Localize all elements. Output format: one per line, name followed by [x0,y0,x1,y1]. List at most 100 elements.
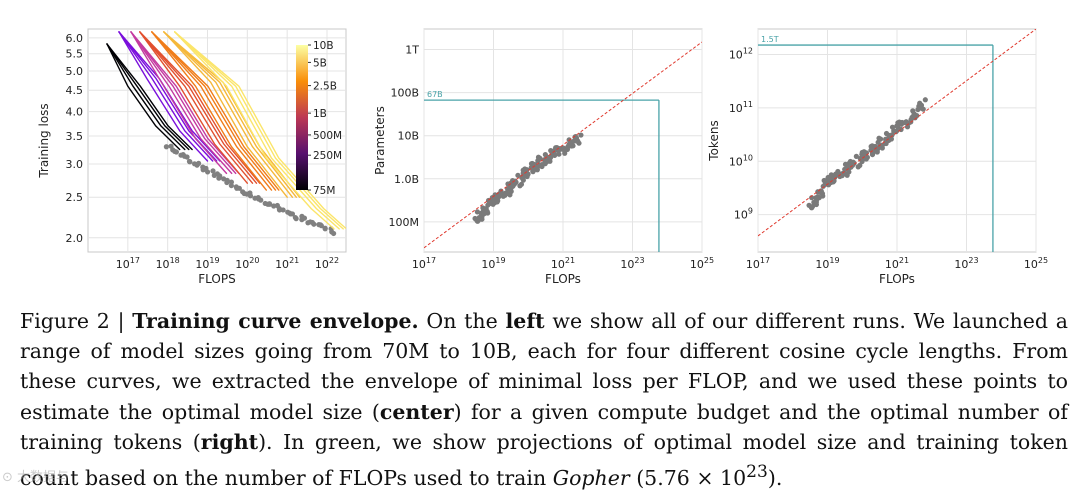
caption-exponent: 23 [746,462,768,483]
right-y-tick-label: 1012 [729,46,753,61]
left-colorbar-label: 2.5B [313,81,337,93]
center-data-point [520,177,526,183]
right-x-tick-label: 1025 [1024,256,1048,271]
center-data-point [570,143,576,149]
left-envelope-point [187,159,193,165]
left-colorbar [296,45,308,190]
right-data-point [889,132,895,138]
center-y-tick-label: 100M [389,216,420,229]
left-y-tick-label: 4.5 [66,84,84,97]
left-y-tick-label: 6.0 [66,32,84,45]
left-y-tick-label: 5.0 [66,65,84,78]
center-marks [424,41,702,252]
left-y-tick-label: 2.0 [66,232,84,245]
right-x-axis-label: FLOPs [879,272,915,286]
center-x-tick-label: 1025 [690,256,714,271]
right-data-point [894,128,900,134]
center-data-point [548,148,554,154]
left-envelope-point [236,185,242,191]
right-data-point [811,199,817,205]
left-envelope-point [216,175,222,181]
left-x-axis-label: FLOPS [198,272,235,286]
center-y-axis-label: Parameters [373,106,387,175]
left-x-tick-label: 1022 [315,256,339,271]
right-data-point [833,172,839,178]
left-envelope-point [228,182,234,189]
center-y-tick-label: 10B [397,130,419,143]
right-x-tick-label: 1023 [954,256,978,271]
left-colorbar-label: 5B [313,57,327,69]
right-data-point [846,169,852,175]
right-data-point [915,106,921,113]
parameters-panel: 1017 1019 1021 1023 1025 100M 1.0B 10B 100B 1T FLO… [373,28,714,286]
left-run-line [118,31,214,162]
right-y-tick-label: 1011 [729,100,753,115]
center-data-point [524,167,530,173]
caption-right: right [200,429,259,454]
center-data-point [578,132,584,138]
left-run-line [106,43,181,151]
right-x-tick-label: 1017 [746,256,770,271]
left-envelope-point [163,144,169,150]
right-data-point [853,153,859,159]
left-run-line [130,31,228,175]
left-envelope-point [322,225,328,231]
left-x-tick-label: 1021 [275,256,299,271]
left-envelope-point [184,154,190,160]
center-x-tick-label: 1023 [620,256,644,271]
right-data-point [809,203,816,210]
left-y-tick-label: 4.0 [66,106,84,119]
left-envelope-point [311,221,317,227]
left-run-line [174,31,346,230]
caption-text-4: ). In green, we show projections of opti… [20,429,1068,490]
center-x-tick-label: 1019 [481,256,505,271]
left-run-line [106,43,190,151]
left-run-line [139,31,261,184]
caption-text-1: On the [418,309,506,333]
left-envelope-point [210,168,216,174]
center-x-tick-label: 1017 [412,256,436,271]
left-run-line [174,31,340,230]
caption-text-6: ). [767,465,783,490]
left-run-line [151,31,277,191]
left-envelope-point [204,169,211,175]
right-data-point [889,124,896,130]
right-data-point [827,178,833,184]
left-run-line [163,31,294,198]
left-run-line [130,31,237,175]
left-envelope-point [224,179,230,186]
center-x-tick-label: 1021 [551,256,575,271]
left-curves [106,31,346,237]
left-run-line [151,31,273,191]
right-marks [758,29,1036,252]
left-run-line [163,31,288,198]
left-run-line [106,43,193,151]
left-x-tick-label: 1018 [156,256,180,271]
tokens-panel: 1017 1019 1021 1023 1025 109 1010 1011 1012 FLOPs… [707,28,1048,286]
right-data-point [878,136,884,142]
left-run-line [174,31,335,230]
left-run-line [174,31,344,230]
left-run-line [130,31,233,175]
left-run-line [139,31,248,184]
center-data-point [537,155,543,161]
center-projection-label: 67B [427,90,443,99]
center-data-point [574,138,580,144]
caption-text-5: (5.76 × 10 [629,465,747,490]
left-envelope-point [293,216,299,222]
left-y-tick-label: 5.5 [66,48,84,61]
caption-left: left [505,309,545,333]
caption-figure-label: Figure 2 | [20,309,133,333]
center-data-point [518,181,525,187]
center-data-point [515,172,521,178]
left-colorbar-label: 10B [313,40,334,52]
left-envelope-point [258,197,264,203]
center-y-tick-label: 1.0B [394,173,419,186]
left-x-tick-label: 1017 [116,256,140,271]
center-data-point [508,188,514,195]
left-run-line [151,31,280,191]
watermark: ⊙ 大数据与 [2,470,70,485]
center-y-tick-label: 100B [390,87,419,100]
left-colorbar-label: 75M [313,185,335,197]
left-envelope-point [301,215,308,221]
